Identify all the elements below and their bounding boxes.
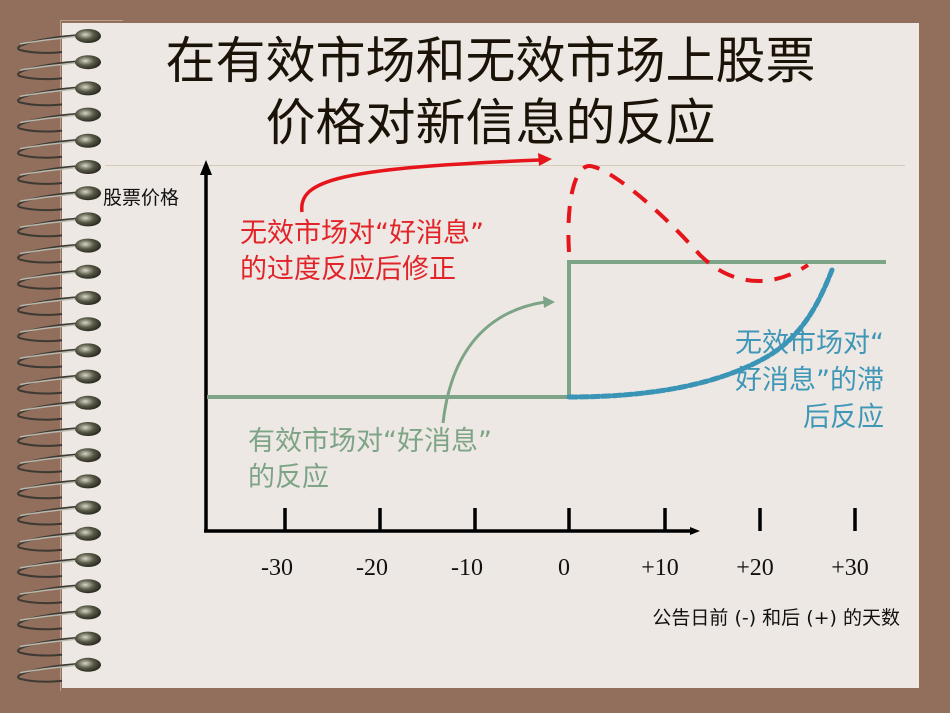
delayed-annotation-line-2: 好消息”的滞 — [735, 365, 884, 396]
efficient-market-line — [207, 260, 886, 399]
title-line-2: 价格对新信息的反应 — [265, 94, 716, 152]
efficient-annotation-line-1: 有效市场对“好消息” — [248, 426, 492, 457]
slide-title: 在有效市场和无效市场上股票 价格对新信息的反应 — [62, 30, 919, 154]
green-arrowhead-icon — [543, 296, 555, 308]
page-shadow — [60, 20, 123, 691]
x-tick-label: 0 — [558, 555, 570, 581]
overreaction-annotation: 无效市场对“好消息” 的过度反应后修正 — [240, 216, 484, 288]
delayed-annotation: 无效市场对“ 好消息”的滞 后反应 — [690, 325, 884, 436]
y-axis — [200, 160, 212, 532]
x-axis-arrow-icon — [690, 527, 700, 535]
title-divider — [105, 165, 905, 166]
x-tick-label: -20 — [356, 555, 388, 581]
y-axis-arrow-icon — [200, 160, 212, 175]
delayed-annotation-line-1: 无效市场对“ — [735, 328, 884, 359]
y-axis-label: 股票价格 — [103, 187, 180, 209]
x-tick-label: -30 — [261, 555, 293, 581]
x-axis-label: 公告日前 (-) 和后 (+) 的天数 — [652, 607, 900, 629]
x-tick-label: +30 — [831, 555, 869, 581]
x-tick-label: +20 — [736, 555, 774, 581]
overreaction-annotation-line-2: 的过度反应后修正 — [240, 254, 456, 285]
overreaction-annotation-line-1: 无效市场对“好消息” — [240, 218, 484, 249]
green-annotation-arrow — [441, 300, 546, 424]
delayed-annotation-line-3: 后反应 — [803, 402, 884, 433]
title-line-1: 在有效市场和无效市场上股票 — [165, 32, 816, 90]
x-axis — [204, 508, 857, 535]
efficient-annotation-line-2: 的反应 — [248, 462, 329, 493]
overreaction-line — [566, 164, 810, 283]
red-arrowhead-icon — [538, 153, 552, 166]
x-tick-label: +10 — [641, 555, 679, 581]
red-annotation-arrow — [300, 158, 541, 213]
x-tick-label: -10 — [451, 555, 483, 581]
efficient-annotation: 有效市场对“好消息” 的反应 — [248, 424, 492, 496]
delayed-reaction-line — [566, 267, 835, 400]
